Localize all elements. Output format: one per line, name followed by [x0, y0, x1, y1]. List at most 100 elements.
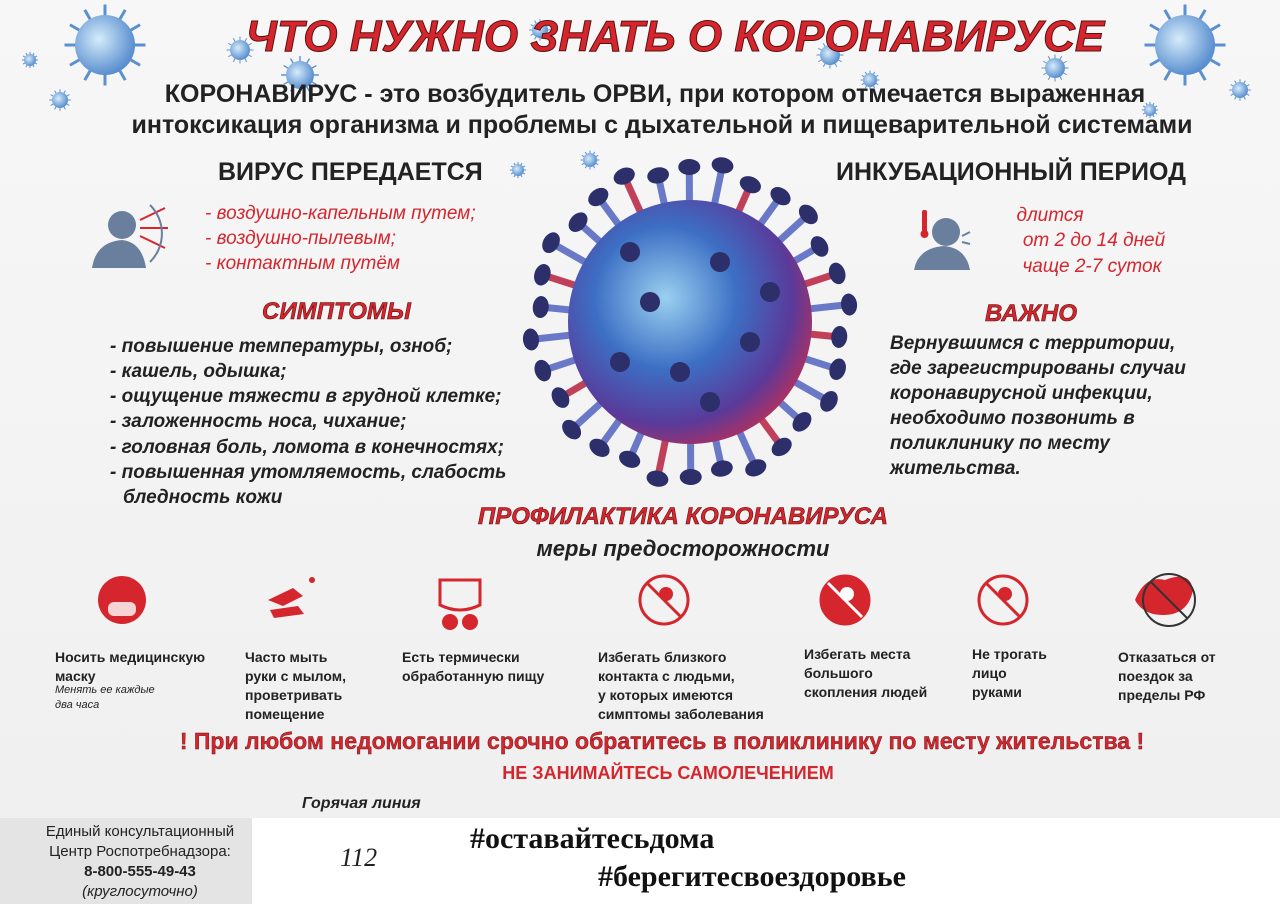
small-virus — [532, 22, 548, 38]
intro-line: КОРОНАВИРУС - это возбудитель ОРВИ, при … — [164, 80, 1146, 108]
virus-knob — [620, 242, 640, 262]
symptoms-heading: СИМПТОМЫ — [262, 298, 411, 326]
virus-body — [568, 200, 812, 444]
prevention-label: обработанную пищу — [402, 668, 545, 684]
ban-circle — [977, 574, 1029, 626]
small-virus — [1144, 104, 1156, 116]
title: ЧТО НУЖНО ЗНАТЬ О КОРОНАВИРУСЕ — [245, 12, 1105, 62]
prevention-label: Избегать места — [804, 646, 911, 662]
prevention-label: поездок за — [1118, 668, 1193, 684]
prevention-label: скопления людей — [804, 684, 928, 700]
important-line: поликлинику по месту — [890, 433, 1110, 454]
incubation-heading: ИНКУБАЦИОННЫЙ ПЕРИОД — [836, 158, 1186, 186]
warning-main: ! При любом недомогании срочно обратитес… — [179, 728, 1145, 754]
small-virus — [1232, 82, 1248, 98]
consult-line: Единый консультационный — [45, 823, 235, 840]
virus-knob — [710, 252, 730, 272]
incubation-line: чаще 2-7 суток — [1022, 256, 1162, 277]
spike-head — [589, 438, 610, 457]
virus-knob — [740, 332, 760, 352]
virus-knob — [760, 282, 780, 302]
consult-line: Центр Роспотребнадзора: — [49, 843, 231, 860]
hashtag-panel — [252, 818, 1280, 904]
prevention-label: Избегать близкого — [598, 649, 727, 665]
important-line: коронавирусной инфекции, — [890, 383, 1153, 404]
virus-illustration — [522, 157, 858, 487]
consult-phone: 8-800-555-49-43 — [84, 863, 196, 880]
incubation-icon — [914, 210, 971, 270]
spike-head — [771, 437, 792, 457]
small-virus — [24, 54, 36, 66]
spike-head — [551, 387, 570, 408]
transmission-heading: ВИРУС ПЕРЕДАЕТСЯ — [218, 158, 483, 186]
small-virus — [863, 73, 877, 87]
prevention-label: помещение — [245, 706, 325, 722]
prevention-label: руки с мылом, — [245, 668, 346, 684]
spike-head — [534, 359, 552, 382]
prevention-label: пределы РФ — [1118, 687, 1206, 703]
spike-head — [647, 167, 670, 184]
drop — [309, 577, 315, 583]
spike-head — [568, 212, 588, 232]
symptom-item: - кашель, одышка; — [110, 361, 287, 382]
ban-line — [984, 581, 1022, 619]
symptom-item: - ощущение тяжести в грудной клетке; — [110, 386, 502, 407]
small-virus — [286, 61, 314, 89]
small-virus — [1155, 15, 1215, 75]
hashtag: #оставайтесьдома — [470, 822, 715, 855]
spike-head — [810, 236, 829, 257]
spike-head — [798, 204, 818, 225]
consult-line: (круглосуточно) — [82, 883, 198, 900]
prevention-label: симптомы заболевания — [598, 706, 764, 722]
prevention-label: у которых имеются — [598, 687, 734, 703]
spike-head — [831, 326, 848, 348]
ban — [1150, 581, 1188, 619]
prevention-label: Есть термически — [402, 649, 520, 665]
symptom-item: - заложенность носа, чихание; — [110, 411, 407, 432]
transmission-icon — [92, 204, 168, 268]
spike-head — [534, 264, 551, 286]
small-virus — [583, 153, 597, 167]
prevention-label: контакта с людьми, — [598, 668, 735, 684]
spike-head — [532, 296, 549, 318]
spike-head — [792, 412, 812, 432]
spike-head — [711, 157, 734, 174]
prevention-icons — [98, 573, 1196, 630]
prevention-label: проветривать — [245, 687, 343, 703]
transmission-item: - воздушно-пылевым; — [205, 228, 396, 249]
spike-head — [770, 187, 791, 206]
virus-knob — [640, 292, 660, 312]
prevention-label: Отказаться от — [1118, 649, 1216, 665]
prevention-note: Менять ее каждые — [55, 684, 155, 696]
small-virus — [230, 40, 250, 60]
symptom-item: бледность кожи — [123, 487, 283, 508]
prevention-label: Носить медицинскую — [55, 649, 206, 665]
prevention-label: руками — [972, 684, 1022, 700]
food — [462, 614, 478, 630]
spike-head — [678, 159, 701, 176]
virus-knob — [610, 352, 630, 372]
prevention-note: два часа — [55, 699, 100, 711]
pot-icon — [438, 578, 482, 612]
small-virus — [1045, 58, 1065, 78]
prevention-label: маску — [55, 668, 96, 684]
spike-head — [710, 460, 733, 477]
spike-head — [646, 470, 669, 487]
prevention-label: большого — [804, 665, 873, 681]
ban — [1142, 573, 1196, 627]
hotline-label: Горячая линия — [302, 795, 421, 812]
small-virus — [52, 92, 68, 108]
spike-head — [562, 419, 582, 440]
emergency-number: 112 — [340, 843, 378, 872]
small-virus — [512, 164, 524, 176]
spike-head — [613, 167, 635, 185]
spike-head — [739, 176, 761, 194]
incubation-line: длится — [1016, 205, 1084, 226]
spike-head — [828, 262, 846, 285]
hashtag: #берегитесвоездоровье — [598, 860, 906, 893]
prevention-title: ПРОФИЛАКТИКА КОРОНАВИРУСА — [478, 503, 889, 531]
prevention-subtitle: меры предосторожности — [536, 536, 830, 561]
symptom-item: - повышенная утомляемость, слабость — [110, 462, 507, 483]
